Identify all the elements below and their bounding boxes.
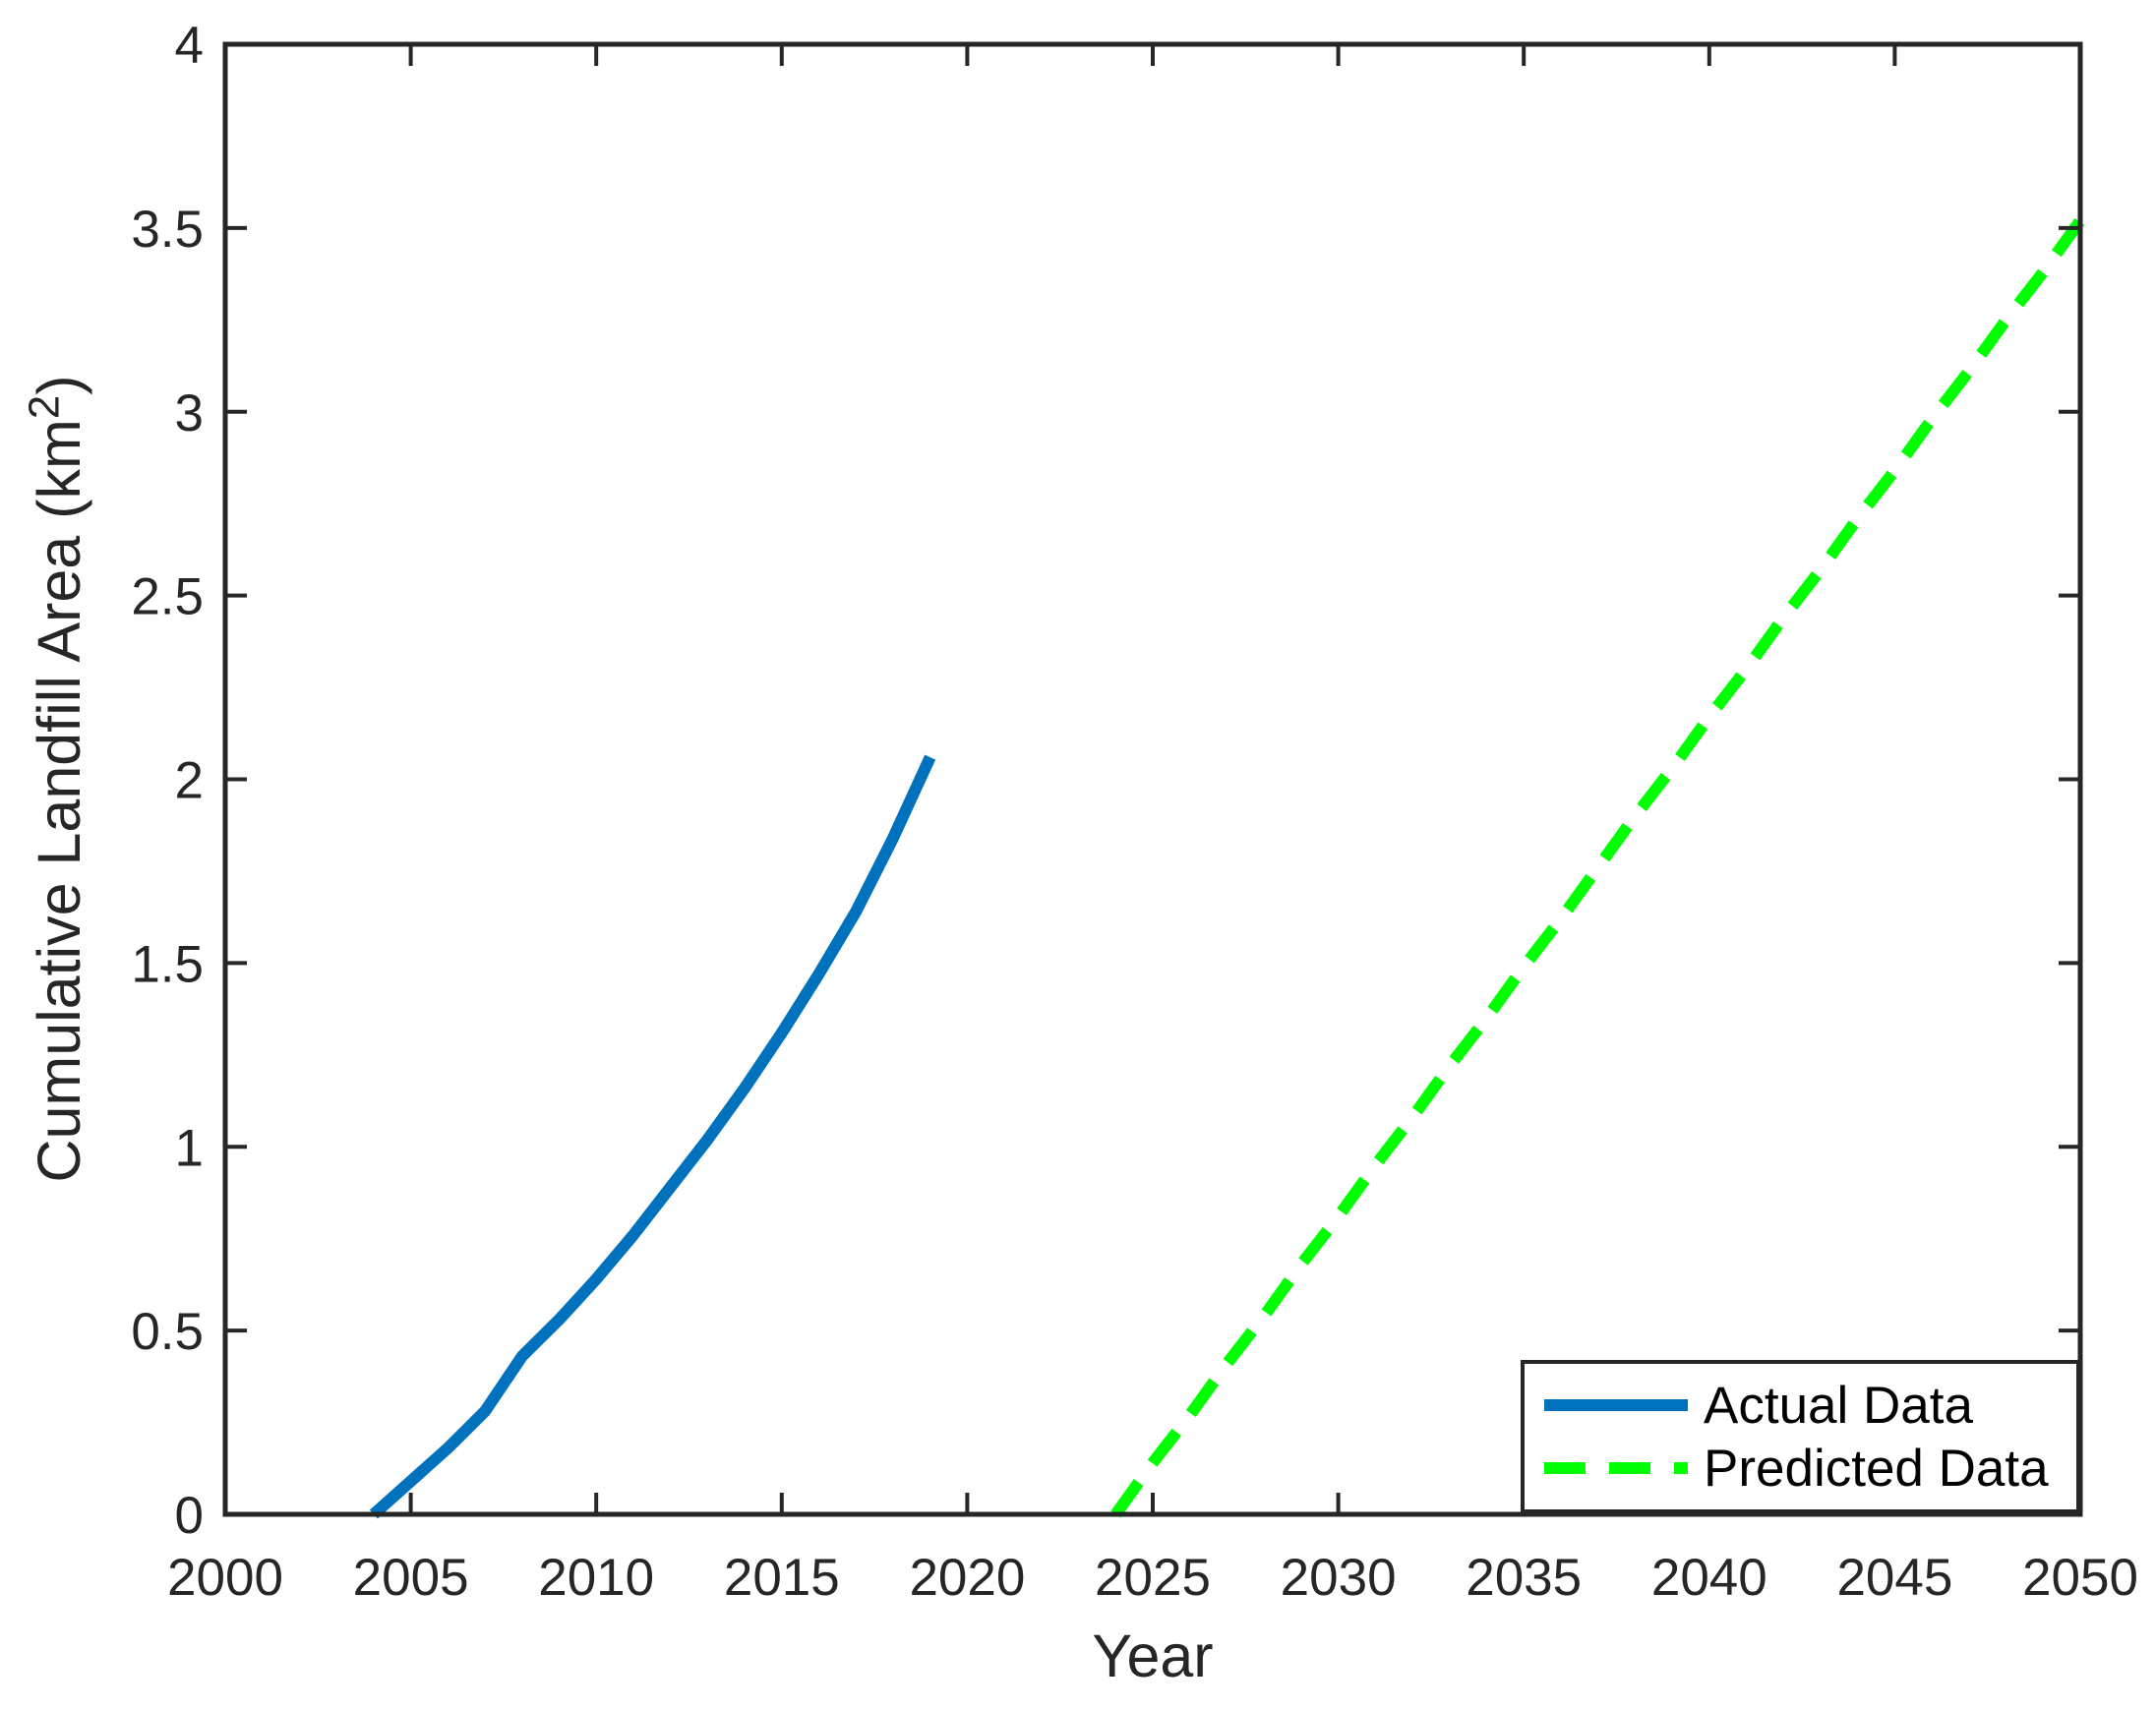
legend-solid-line-sample xyxy=(1544,1399,1688,1411)
y-tick-label: 2 xyxy=(175,752,204,810)
y-tick-label: 0 xyxy=(175,1487,204,1545)
y-tick-label: 1 xyxy=(175,1119,204,1177)
legend-label-actual: Actual Data xyxy=(1704,1376,1973,1435)
legend: Actual Data Predicted Data xyxy=(1521,1360,2080,1513)
x-tick-label: 2050 xyxy=(2022,1549,2138,1607)
y-axis-label-text: Cumulative Landfill Area (km xyxy=(26,419,92,1183)
x-tick-label: 2030 xyxy=(1281,1549,1397,1607)
y-tick-label: 3 xyxy=(175,384,204,442)
series-actual-data-line xyxy=(369,754,936,1519)
x-tick-label: 2035 xyxy=(1466,1549,1582,1607)
legend-item-actual: Actual Data xyxy=(1544,1380,2076,1432)
x-tick-label: 2010 xyxy=(538,1549,654,1607)
legend-dashed-line-sample xyxy=(1544,1462,1688,1474)
y-tick-label: 1.5 xyxy=(131,935,204,993)
y-tick-label: 0.5 xyxy=(131,1303,204,1361)
x-tick-label: 2000 xyxy=(167,1549,283,1607)
x-tick-label: 2005 xyxy=(353,1549,469,1607)
x-axis-label: Year xyxy=(1092,1622,1214,1689)
y-axis-label: Cumulative Landfill Area (km2) xyxy=(21,375,93,1183)
plot-frame xyxy=(222,41,2083,1517)
x-tick-label: 2025 xyxy=(1095,1549,1211,1607)
y-axis-label-superscript: 2 xyxy=(20,394,69,420)
x-tick-label: 2040 xyxy=(1651,1549,1767,1607)
x-tick-label: 2045 xyxy=(1836,1549,1952,1607)
y-axis-label-close: ) xyxy=(26,375,92,395)
series-predicted-data-line xyxy=(1110,216,2085,1518)
y-tick-label: 3.5 xyxy=(131,201,204,259)
y-tick-label: 2.5 xyxy=(131,568,204,626)
x-tick-label: 2020 xyxy=(909,1549,1025,1607)
x-tick-label: 2015 xyxy=(724,1549,840,1607)
y-tick-label: 4 xyxy=(175,17,204,75)
legend-item-predicted: Predicted Data xyxy=(1544,1443,2076,1495)
legend-label-predicted: Predicted Data xyxy=(1704,1439,2049,1498)
